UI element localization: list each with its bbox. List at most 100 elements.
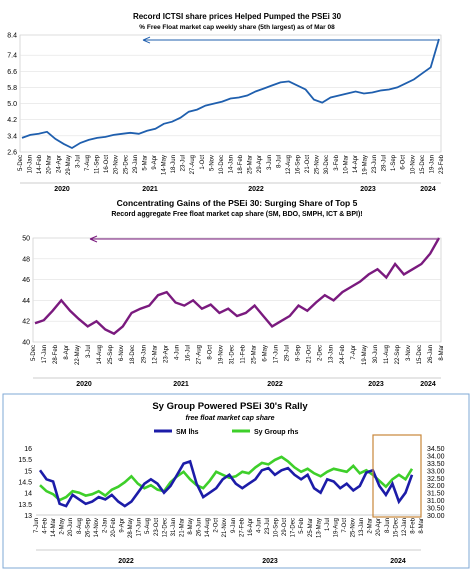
c3-xtick-label: 23-Jul xyxy=(265,518,271,534)
c2-xtick-label: 6-May xyxy=(263,345,269,362)
c1-xtick-label: 23-Jul xyxy=(181,155,187,171)
c2-ytick-label: 44 xyxy=(22,298,30,305)
chart-sy-group: Sy Group Powered PSEi 30's Rally free fl… xyxy=(2,393,470,569)
c3-xtick-label: 29-Oct xyxy=(282,518,288,536)
c3-xtick-label: 17-Dec xyxy=(291,518,297,537)
c2-xtick-label: 31-Dec xyxy=(230,345,236,364)
c3-xtick-label: 23-Oct xyxy=(154,518,160,536)
c2-xtick-label: 17-Jan xyxy=(42,345,48,363)
c3-xtick-label: 16-Apr xyxy=(248,518,254,536)
c1-xtick-label: 8-Jul xyxy=(276,155,282,168)
c3-xtick-label: 2-Mar xyxy=(368,518,374,534)
c3-xtick-label: 2-Jan xyxy=(102,518,108,533)
chart3-subtitle: free float market cap share xyxy=(185,415,274,422)
c3-ytick-right: 34.00 xyxy=(427,453,445,460)
c2-xtick-label: 2-Dec xyxy=(318,345,324,361)
c1-xtick-label: 5-Nov xyxy=(209,155,215,171)
c1-xtick-label: 19-May xyxy=(363,155,369,175)
c3-xtick-label: 15-Dec xyxy=(393,518,399,537)
c2-xtick-label: 12-Mar xyxy=(152,345,158,364)
c3-xtick-label: 8-Aug xyxy=(77,518,83,534)
c2-xtick-label: 29-Jan xyxy=(141,345,147,363)
c3-xtick-label: 8-Feb xyxy=(410,517,416,533)
c2-xtick-label: 14-Aug xyxy=(97,345,103,364)
c2-xtick-label: 30-Jun xyxy=(373,345,379,363)
chart3-series-sm xyxy=(38,459,414,508)
legend-label-sy: Sy Group rhs xyxy=(254,429,298,436)
c3-ytick-right: 34.50 xyxy=(427,446,445,453)
c1-ytick-label: 5.8 xyxy=(7,85,17,92)
c3-ytick-right: 31.50 xyxy=(427,491,445,498)
legend-label-sm: SM lhs xyxy=(176,429,199,436)
c2-xtick-label: 15-Dec xyxy=(417,345,423,364)
c2-xtick-label: 7-Apr xyxy=(351,345,357,360)
c1-ytick-label: 4.2 xyxy=(7,117,17,124)
chart1-series-line xyxy=(21,38,440,150)
c1-xtick-label: 1-Oct xyxy=(200,155,206,170)
c1-ytick-label: 5.0 xyxy=(7,101,17,108)
c2-year-label: 2021 xyxy=(173,381,189,388)
c2-xtick-label: 27-Aug xyxy=(196,345,202,364)
c1-ytick-label: 8.4 xyxy=(7,33,17,40)
c1-xtick-label: 25-Nov xyxy=(315,155,321,174)
c3-ytick-left: 13.5 xyxy=(18,502,32,509)
c2-xtick-label: 4-Jun xyxy=(174,345,180,360)
c2-xtick-label: 9-Sep xyxy=(296,344,302,361)
c2-xtick-label: 22-Sep xyxy=(395,344,401,364)
c3-xtick-label: 9-Jan xyxy=(231,518,237,533)
c2-xtick-label: 25-Mar xyxy=(252,345,258,364)
c1-xtick-label: 18-Feb xyxy=(238,154,244,174)
c1-xtick-label: 25-Mar xyxy=(248,155,254,174)
c3-year-label: 2024 xyxy=(390,558,406,565)
c2-year-label: 2023 xyxy=(368,381,384,388)
c1-xtick-label: 20-Mar xyxy=(47,155,53,174)
c3-xtick-label: 26-Jun xyxy=(197,518,203,536)
c1-xtick-label: 21-Oct xyxy=(305,155,311,173)
c1-xtick-label: 5-Mar xyxy=(142,155,148,171)
c2-xtick-label: 29-Jul xyxy=(285,345,291,361)
chart2-series-line xyxy=(34,237,441,336)
c1-xtick-label: 25-Dec xyxy=(123,155,129,174)
c1-xtick-label: 11-Sep xyxy=(95,154,101,174)
c1-xtick-label: 19-Jan xyxy=(429,155,435,173)
c1-xtick-label: 9-Apr xyxy=(152,155,158,170)
chart3-title: Sy Group Powered PSEi 30's Rally xyxy=(152,401,308,412)
c3-xtick-label: 27-Feb xyxy=(239,517,245,537)
c1-xtick-label: 18-Jun xyxy=(171,155,177,173)
c3-xtick-label: 31-Jan xyxy=(171,518,177,536)
c1-xtick-label: 20-Nov xyxy=(114,155,120,174)
c1-year-label: 2023 xyxy=(360,186,376,193)
c1-xtick-label: 14-Apr xyxy=(353,155,359,173)
c2-xtick-label: 3-Jul xyxy=(86,345,92,358)
chart3-legend: SM lhs Sy Group rhs xyxy=(154,429,298,436)
c1-xtick-label: 30-Dec xyxy=(324,155,330,174)
c3-xtick-label: 20-Apr xyxy=(376,518,382,536)
c1-plot-area xyxy=(19,34,442,153)
chart3-frame xyxy=(2,393,470,569)
c3-xtick-label: 8-May xyxy=(188,518,194,535)
c2-xtick-label: 21-Oct xyxy=(307,345,313,363)
c2-year-label: 2022 xyxy=(267,381,283,388)
c1-xtick-label: 29-May xyxy=(66,155,72,175)
c1-year-label: 2024 xyxy=(420,186,436,193)
chart1-title: Record ICTSI share prices Helped Pumped … xyxy=(133,12,342,21)
c3-xtick-label: 14-Mar xyxy=(51,518,57,537)
c2-ytick-label: 46 xyxy=(22,277,30,284)
c1-xtick-label: 29-Jan xyxy=(133,155,139,173)
c1-xtick-label: 1-Sep xyxy=(391,154,397,171)
c3-ytick-left: 14 xyxy=(24,491,32,498)
c2-xtick-label: 28-Feb xyxy=(53,344,59,364)
c3-xtick-label: 14-Aug xyxy=(205,518,211,537)
c1-ytick-label: 2.6 xyxy=(7,150,17,157)
c3-xtick-label: 4-Jun xyxy=(256,518,262,533)
c3-xtick-label: 13-Jan xyxy=(359,518,365,536)
c1-xtick-label: 14-Feb xyxy=(37,154,43,174)
c3-ytick-right: 33.50 xyxy=(427,461,445,468)
c1-xtick-label: 3-Feb xyxy=(334,154,340,170)
c1-xtick-label: 5-Dec xyxy=(18,155,24,171)
c1-xtick-label: 15-Dec xyxy=(420,155,426,174)
c2-ytick-label: 48 xyxy=(22,256,30,263)
c2-xtick-label: 11-Feb xyxy=(241,344,247,363)
c1-year-label: 2021 xyxy=(142,186,158,193)
c3-xtick-label: 8-Jun xyxy=(385,518,391,533)
